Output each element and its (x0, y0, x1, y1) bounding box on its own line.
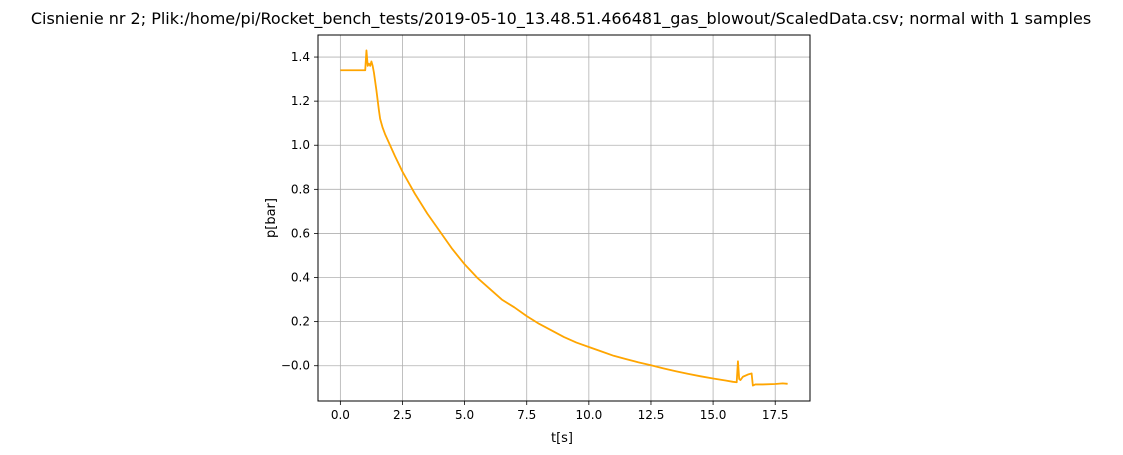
x-axis: 0.0 2.5 5.0 7.5 10.0 12.5 15.0 17.5 (331, 401, 789, 422)
plot-area (340, 49, 788, 387)
y-tick-label: 0.2 (291, 315, 310, 329)
x-tick-label: 10.0 (575, 408, 602, 422)
series-line (340, 49, 788, 387)
x-tick-label: 12.5 (638, 408, 665, 422)
y-tick-label: 1.0 (291, 138, 310, 152)
x-tick-label: 17.5 (762, 408, 789, 422)
x-axis-label: t[s] (551, 431, 573, 446)
x-tick-label: 7.5 (517, 408, 536, 422)
plot-frame (317, 34, 811, 402)
y-tick-label: 1.2 (291, 94, 310, 108)
grid (318, 35, 810, 401)
x-tick-label: 15.0 (700, 408, 727, 422)
y-axis: −0.0 0.2 0.4 0.6 0.8 1.0 1.2 1.4 (281, 50, 318, 373)
y-tick-label: 0.8 (291, 182, 310, 196)
y-tick-label: 0.4 (291, 271, 310, 285)
x-tick-label: 5.0 (455, 408, 474, 422)
y-tick-label: −0.0 (281, 359, 310, 373)
y-tick-label: 1.4 (291, 50, 310, 64)
x-tick-label: 0.0 (331, 408, 350, 422)
chart-title: Cisnienie nr 2; Plik:/home/pi/Rocket_ben… (31, 9, 1091, 29)
y-axis-label: p[bar] (264, 198, 279, 238)
x-tick-label: 2.5 (393, 408, 412, 422)
y-tick-label: 0.6 (291, 226, 310, 240)
